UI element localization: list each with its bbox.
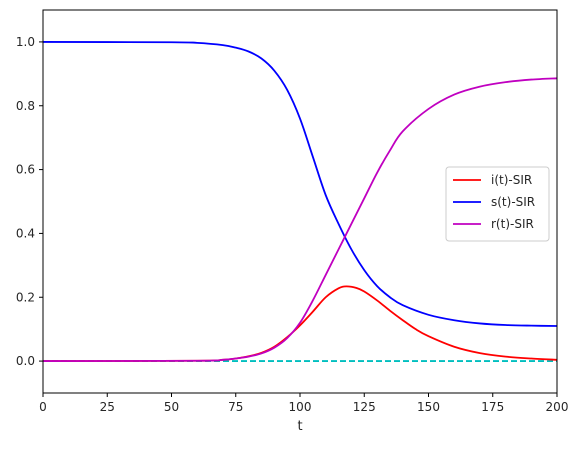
x-axis: 0 25 50 75 100 125 150 175 200 bbox=[39, 393, 568, 414]
x-tick-label: 175 bbox=[481, 400, 504, 414]
legend: i(t)-SIR s(t)-SIR r(t)-SIR bbox=[445, 166, 550, 242]
x-tick-label: 0 bbox=[39, 400, 47, 414]
y-tick-label: 0.0 bbox=[16, 354, 35, 368]
x-tick-label: 50 bbox=[164, 400, 179, 414]
x-tick-label: 25 bbox=[100, 400, 115, 414]
legend-entry: s(t)-SIR bbox=[491, 195, 535, 209]
legend-entry: r(t)-SIR bbox=[491, 217, 534, 231]
y-tick-label: 0.6 bbox=[16, 163, 35, 177]
x-tick-label: 75 bbox=[228, 400, 243, 414]
plot-frame bbox=[42, 9, 558, 394]
x-tick-label: 100 bbox=[289, 400, 312, 414]
x-axis-label: t bbox=[297, 419, 302, 434]
legend-box bbox=[445, 166, 550, 242]
x-tick-label: 150 bbox=[417, 400, 440, 414]
series-line-s-t-sir bbox=[42, 41, 558, 327]
y-axis: 0.0 0.2 0.4 0.6 0.8 1.0 bbox=[16, 35, 43, 368]
legend-entry: i(t)-SIR bbox=[491, 173, 532, 187]
x-tick-label: 200 bbox=[546, 400, 569, 414]
series-layer bbox=[42, 41, 558, 362]
y-tick-label: 0.8 bbox=[16, 99, 35, 113]
y-tick-label: 0.2 bbox=[16, 290, 35, 304]
x-tick-label: 125 bbox=[353, 400, 376, 414]
y-tick-label: 1.0 bbox=[16, 35, 35, 49]
series-line-r-t-sir bbox=[42, 77, 558, 362]
y-tick-label: 0.4 bbox=[16, 226, 35, 240]
